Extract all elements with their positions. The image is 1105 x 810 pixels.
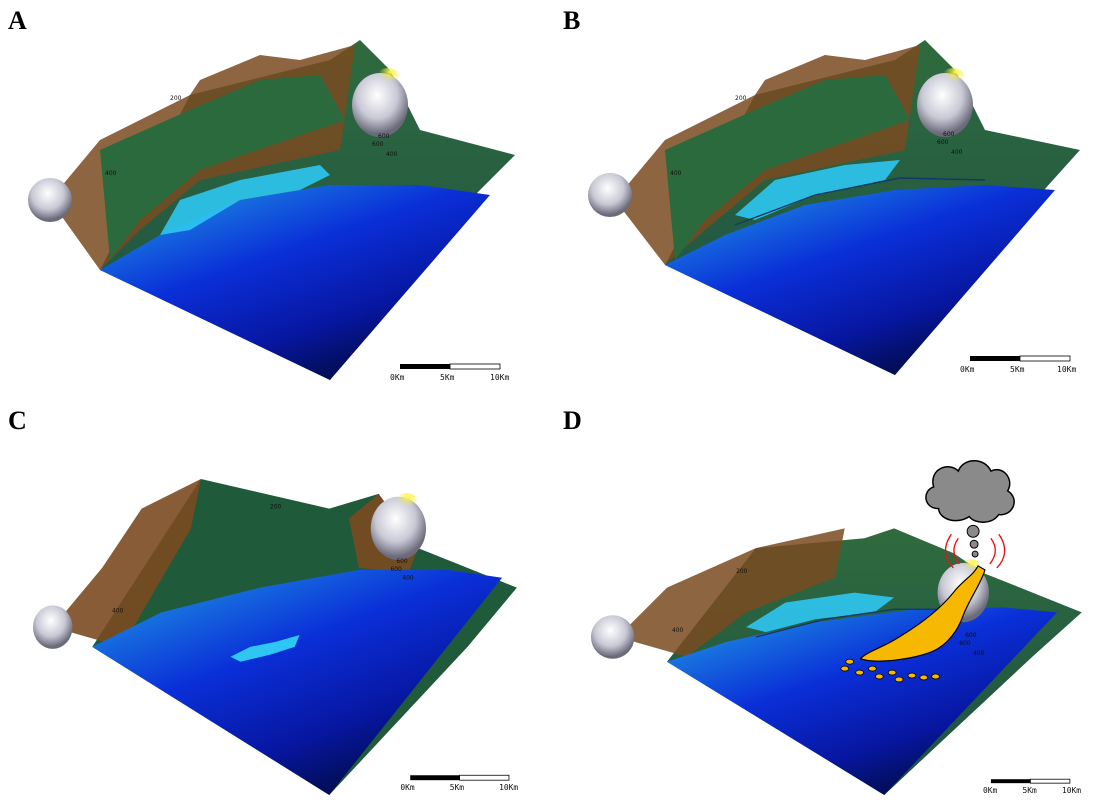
- contour-label: 400: [112, 608, 124, 614]
- contour-label: 200: [736, 569, 748, 575]
- scale-label: 10Km: [1057, 365, 1076, 374]
- contour-label: 200: [170, 95, 182, 102]
- terrain-map-d: 200 400 600 600 400 0Km 5Km 10Km: [590, 459, 1082, 795]
- panel-b: 200 400 600 600 400 0Km 5Km 10Km B: [555, 0, 1095, 395]
- scale-bar: 0Km 5Km 10Km: [400, 774, 518, 792]
- contour-label: 400: [670, 170, 682, 177]
- contour-label: 600: [937, 139, 949, 146]
- panel-label-c: C: [8, 406, 27, 435]
- scale-label: 10Km: [490, 373, 509, 382]
- contour-label: 400: [672, 628, 684, 634]
- panel-label-a: A: [8, 6, 27, 35]
- contour-label: 600: [390, 567, 402, 573]
- contour-label: 400: [386, 151, 398, 158]
- terrain-map-a: 200 400 600 600 400 0Km 5Km 10Km: [28, 40, 515, 382]
- contour-label: 200: [735, 95, 747, 102]
- lava-flow-icon: [840, 565, 986, 683]
- scale-label: 5Km: [1010, 365, 1025, 374]
- scale-label: 0Km: [960, 365, 975, 374]
- contour-label: 400: [402, 576, 414, 582]
- contour-label: 600: [943, 131, 955, 138]
- scale-label: 5Km: [1023, 786, 1038, 795]
- contour-label: 400: [105, 170, 117, 177]
- scale-bar: 0Km 5Km 10Km: [983, 778, 1081, 795]
- terrain-map-b: 200 400 600 600 400 0Km 5Km 10Km: [588, 40, 1080, 375]
- scale-label: 5Km: [440, 373, 455, 382]
- scale-label: 10Km: [499, 783, 518, 792]
- contour-label: 600: [965, 633, 977, 639]
- contour-label: 600: [396, 559, 408, 565]
- contour-label: 400: [951, 149, 963, 156]
- scale-label: 0Km: [390, 373, 405, 382]
- contour-label: 600: [959, 641, 971, 647]
- scale-label: 0Km: [983, 786, 998, 795]
- scale-bar: 0Km 5Km 10Km: [390, 363, 509, 382]
- volcano-ash-cloud-icon: [925, 459, 1015, 558]
- panel-label-d: D: [563, 406, 582, 435]
- contour-label: 600: [372, 141, 384, 148]
- contour-label: 600: [378, 133, 390, 140]
- eruption-heat-lines-icon: [944, 533, 1006, 569]
- panel-d: 200 400 600 600 400 0Km 5Km 10Km D: [555, 400, 1095, 795]
- contour-label: 200: [270, 505, 282, 511]
- panel-a: 200 400 600 600 400 0Km 5Km 10Km A: [0, 0, 540, 395]
- scale-bar: 0Km 5Km 10Km: [960, 355, 1076, 374]
- panel-label-b: B: [563, 6, 581, 35]
- scale-label: 10Km: [1062, 786, 1081, 795]
- scale-label: 5Km: [450, 783, 465, 792]
- panel-c: 200 400 600 600 400 0Km 5Km 10Km C: [0, 400, 540, 795]
- contour-label: 400: [973, 651, 985, 657]
- scale-label: 0Km: [400, 783, 415, 792]
- terrain-map-c: 200 400 600 600 400 0Km 5Km 10Km: [33, 479, 518, 795]
